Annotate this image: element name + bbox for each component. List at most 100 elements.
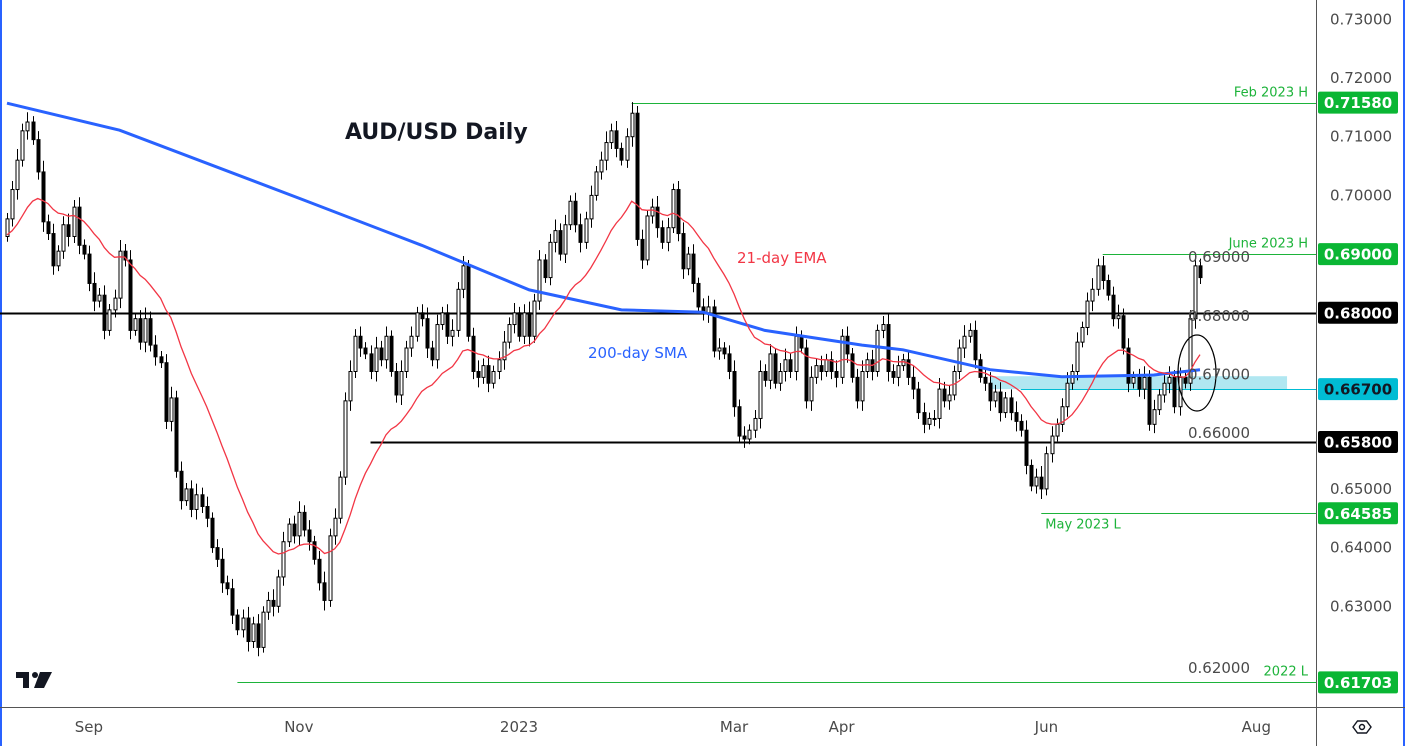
candle-up [241, 617, 246, 631]
candle-up [783, 359, 788, 373]
candle-up [937, 388, 942, 419]
price-axis[interactable]: 0.73000 0.72000 0.71000 0.70000 0.69000 0.680… [1188, 10, 1392, 677]
candle-down [527, 312, 532, 337]
candle-down [763, 371, 768, 381]
candle-up [1085, 300, 1090, 328]
candle-up [875, 329, 880, 373]
candle-up [333, 517, 338, 537]
candle-down [983, 376, 988, 384]
candle-down [292, 523, 297, 537]
price-tick-label: 0.68000 [1188, 307, 1250, 325]
candle-up [497, 359, 502, 373]
candle-up [686, 253, 691, 270]
candle-up [5, 218, 10, 237]
candle-down [430, 347, 435, 361]
candle-up [348, 371, 353, 402]
price-badge-label: 0.69000 [1324, 246, 1392, 264]
gear-icon[interactable] [1352, 720, 1372, 734]
price-tick-label: 0.70000 [1330, 186, 1392, 204]
candle-up [194, 494, 199, 510]
candle-down [676, 189, 681, 235]
candle-up [56, 250, 61, 267]
candle-down [804, 347, 809, 402]
price-badge-label: 0.61703 [1324, 674, 1392, 692]
candle-up [409, 335, 414, 349]
candle-up [72, 206, 77, 237]
candle-down [394, 371, 399, 396]
candle-down [640, 238, 645, 261]
date-tick-label: Aug [1242, 718, 1271, 736]
candle-down [681, 233, 686, 270]
candle-down [834, 371, 839, 378]
price-tick-label: 0.64000 [1330, 539, 1392, 557]
candle-up [133, 318, 138, 331]
candle-down [476, 371, 481, 378]
candle-down [179, 470, 184, 502]
candle-down [51, 233, 56, 267]
candle-up [1044, 453, 1049, 490]
candle-up [947, 394, 952, 402]
candle-down [1014, 412, 1019, 422]
candle-up [297, 511, 302, 537]
level-label: May 2023 L [1045, 518, 1121, 533]
date-tick-label: Nov [284, 718, 313, 736]
level-label: 2022 L [1264, 665, 1309, 680]
candle-up [1034, 476, 1039, 487]
candle-up [404, 347, 409, 372]
candle-up [814, 365, 819, 378]
candle-up [604, 142, 609, 161]
candle-down [425, 318, 430, 349]
candle-up [809, 376, 814, 402]
candle-up [532, 300, 537, 337]
candle-down [732, 371, 737, 408]
candle-up [374, 347, 379, 372]
time-axis[interactable]: Sep Nov 2023 Mar Apr Jun Aug [75, 718, 1271, 736]
candle-down [148, 318, 153, 346]
candle-down [312, 541, 317, 560]
candle-down [855, 376, 860, 402]
price-badge [1318, 502, 1398, 525]
candle-down [322, 582, 327, 601]
candle-up [353, 335, 358, 372]
candle-up [1131, 376, 1136, 384]
candle-down [87, 253, 92, 284]
candle-up [794, 335, 799, 372]
candle-up [548, 241, 553, 279]
candle-up [993, 391, 998, 402]
candle-up [1188, 318, 1193, 384]
candle-down [1183, 376, 1188, 384]
price-badge-label: 0.71580 [1324, 94, 1392, 112]
candle-up [399, 371, 404, 396]
candle-up [553, 230, 558, 243]
date-tick-label: Jun [1034, 718, 1058, 736]
candle-down [92, 282, 97, 302]
candle-down [225, 582, 230, 590]
date-tick-label: 2023 [500, 718, 538, 736]
candle-up [625, 136, 630, 161]
candle-down [1126, 347, 1131, 384]
candle-down [235, 614, 240, 631]
candle-up [1152, 409, 1157, 425]
candle-up [251, 623, 256, 643]
date-tick-label: Sep [75, 718, 103, 736]
price-badge-label: 0.66700 [1324, 381, 1392, 399]
candle-up [1193, 265, 1198, 320]
candle-up [281, 541, 286, 578]
price-tick-label: 0.65000 [1330, 480, 1392, 498]
candle-up [169, 397, 174, 422]
candle-down [1137, 376, 1142, 390]
candle-down [205, 506, 210, 519]
price-badge [1318, 430, 1398, 453]
candle-up [1090, 288, 1095, 302]
candle-down [174, 397, 179, 472]
candle-up [10, 189, 15, 220]
candle-down [82, 244, 87, 255]
candle-up [599, 159, 604, 173]
candle-up [266, 599, 271, 613]
candle-up [1096, 265, 1101, 290]
candle-up [609, 130, 614, 144]
price-tick-label: 0.69000 [1188, 248, 1250, 266]
candle-down [159, 356, 164, 364]
